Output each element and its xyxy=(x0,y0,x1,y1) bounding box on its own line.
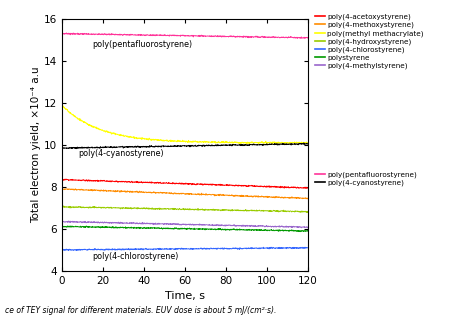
Text: poly(4-chlorostyrene): poly(4-chlorostyrene) xyxy=(92,252,179,261)
Text: poly(4-cyanostyrene): poly(4-cyanostyrene) xyxy=(78,149,164,158)
Text: poly(pentafluorostyrene): poly(pentafluorostyrene) xyxy=(92,40,192,49)
Y-axis label: Total electron yield, ×10⁻⁴ a.u: Total electron yield, ×10⁻⁴ a.u xyxy=(31,66,41,223)
Text: ce of TEY signal for different materials. EUV dose is about 5 mJ/(cm²·s).: ce of TEY signal for different materials… xyxy=(5,306,276,315)
Legend: poly(4-acetoxystyrene), poly(4-methoxystyrene), poly(methyl methacrylate), poly(: poly(4-acetoxystyrene), poly(4-methoxyst… xyxy=(314,13,424,69)
X-axis label: Time, s: Time, s xyxy=(165,291,205,301)
Legend: poly(pentafluorostyrene), poly(4-cyanostyrene): poly(pentafluorostyrene), poly(4-cyanost… xyxy=(314,170,418,187)
